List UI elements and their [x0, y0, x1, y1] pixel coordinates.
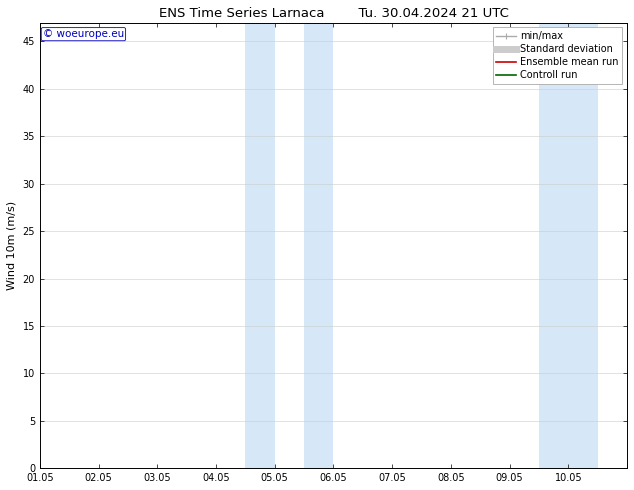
Bar: [539, 23, 568, 468]
Legend: min/max, Standard deviation, Ensemble mean run, Controll run: min/max, Standard deviation, Ensemble me…: [493, 27, 622, 84]
Y-axis label: Wind 10m (m/s): Wind 10m (m/s): [7, 201, 17, 290]
Bar: [245, 23, 275, 468]
Text: © woeurope.eu: © woeurope.eu: [43, 29, 124, 39]
Bar: [568, 23, 598, 468]
Bar: [304, 23, 333, 468]
Title: ENS Time Series Larnaca        Tu. 30.04.2024 21 UTC: ENS Time Series Larnaca Tu. 30.04.2024 2…: [158, 7, 508, 20]
